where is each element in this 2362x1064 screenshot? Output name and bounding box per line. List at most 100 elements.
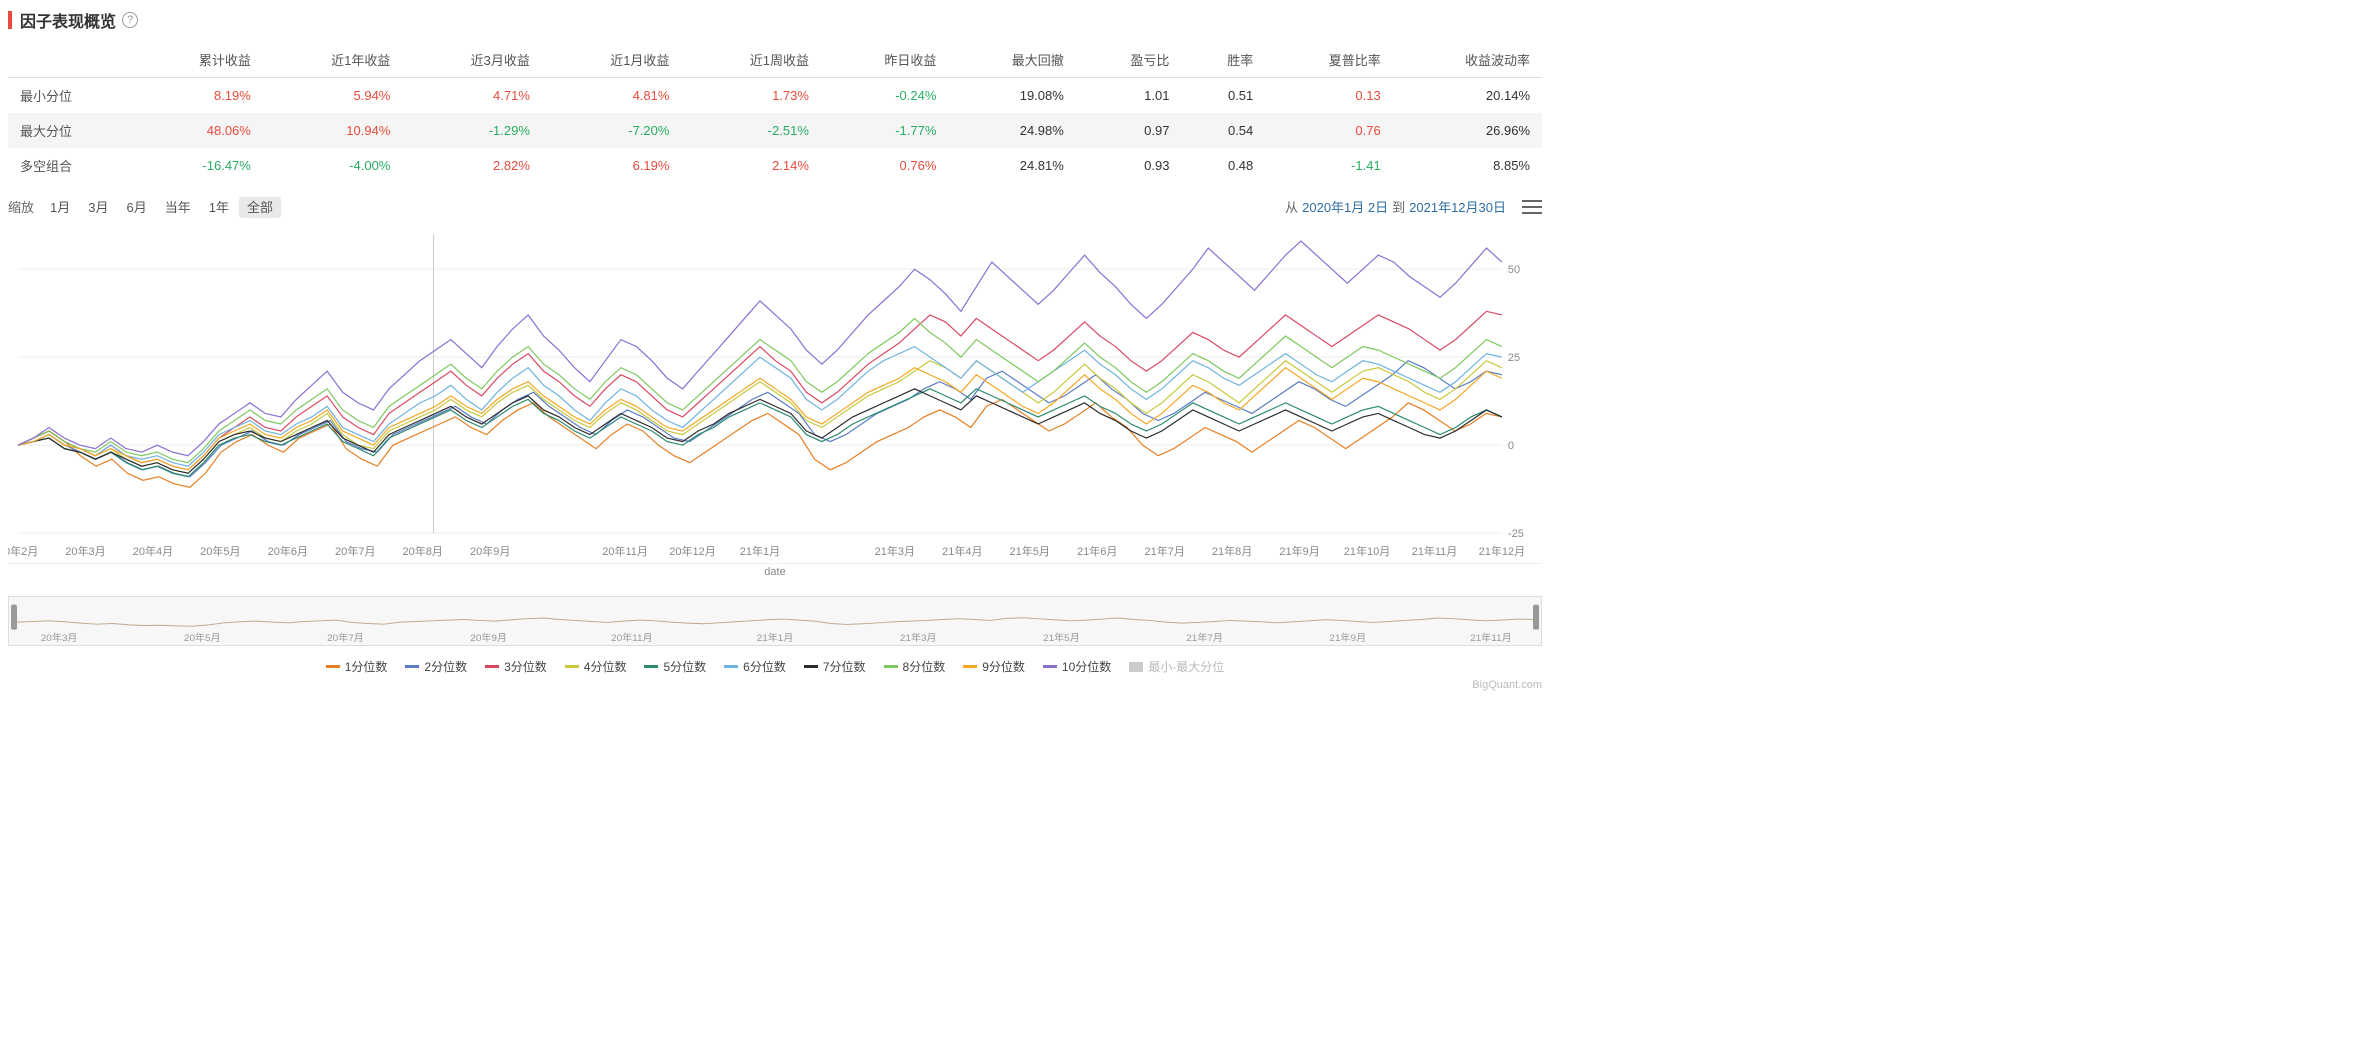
legend-label: 8分位数 [903, 658, 946, 675]
legend-swatch [405, 665, 419, 668]
svg-text:21年5月: 21年5月 [1043, 631, 1080, 644]
svg-text:20年6月: 20年6月 [268, 544, 308, 558]
zoom-button[interactable]: 当年 [157, 197, 199, 218]
legend-label: 10分位数 [1062, 658, 1111, 675]
table-header: 最大回撤 [948, 42, 1075, 78]
table-cell: -1.29% [402, 113, 542, 148]
chart-legend: 1分位数 2分位数 3分位数 4分位数 5分位数 6分位数 7分位数 8分位数 9分位数 10分位… [8, 658, 1542, 675]
svg-text:21年7月: 21年7月 [1186, 631, 1223, 644]
table-header: 胜率 [1181, 42, 1265, 78]
legend-item-disabled[interactable]: 最小-最大分位 [1129, 658, 1224, 675]
svg-text:21年1月: 21年1月 [757, 631, 794, 644]
table-cell: 0.76% [821, 148, 948, 183]
table-cell: 4.81% [542, 78, 682, 114]
table-cell: 2.82% [402, 148, 542, 183]
table-header: 累计收益 [135, 42, 262, 78]
table-cell: 6.19% [542, 148, 682, 183]
legend-label: 2分位数 [424, 658, 467, 675]
legend-item[interactable]: 10分位数 [1043, 658, 1111, 675]
table-cell: 5.94% [263, 78, 403, 114]
svg-text:21年1月: 21年1月 [740, 544, 780, 558]
legend-label: 3分位数 [504, 658, 547, 675]
svg-text:21年9月: 21年9月 [1329, 631, 1366, 644]
svg-text:20年2月: 20年2月 [8, 544, 38, 558]
row-label: 最大分位 [8, 113, 135, 148]
range-to-date[interactable]: 2021年12月30日 [1409, 197, 1506, 216]
svg-text:21年6月: 21年6月 [1077, 544, 1117, 558]
table-cell: -7.20% [542, 113, 682, 148]
legend-item[interactable]: 1分位数 [326, 658, 388, 675]
help-icon[interactable]: ? [122, 12, 138, 28]
table-header: 近3月收益 [402, 42, 542, 78]
legend-item[interactable]: 9分位数 [963, 658, 1025, 675]
main-chart[interactable]: -250255020年2月20年3月20年4月20年5月20年6月20年7月20… [8, 224, 1542, 564]
table-row: 多空组合-16.47%-4.00%2.82%6.19%2.14%0.76%24.… [8, 148, 1542, 183]
table-cell: 0.76 [1265, 113, 1392, 148]
svg-text:21年10月: 21年10月 [1344, 544, 1391, 558]
table-header: 近1周收益 [681, 42, 821, 78]
table-cell: 26.96% [1393, 113, 1542, 148]
table-cell: 1.01 [1076, 78, 1182, 114]
svg-text:21年8月: 21年8月 [1212, 544, 1252, 558]
table-cell: -4.00% [263, 148, 403, 183]
zoom-button[interactable]: 3月 [80, 197, 116, 218]
zoom-toolbar: 缩放 1月3月6月当年1年全部 从 2020年1月 2日 到 2021年12月3… [8, 197, 1542, 216]
legend-swatch [724, 665, 738, 668]
table-cell: -16.47% [135, 148, 262, 183]
svg-text:20年9月: 20年9月 [470, 544, 510, 558]
zoom-button[interactable]: 1年 [201, 197, 237, 218]
table-header: 昨日收益 [821, 42, 948, 78]
table-cell: 20.14% [1393, 78, 1542, 114]
svg-text:0: 0 [1508, 440, 1514, 452]
svg-text:20年5月: 20年5月 [200, 544, 240, 558]
svg-text:21年12月: 21年12月 [1479, 544, 1526, 558]
zoom-button[interactable]: 6月 [118, 197, 154, 218]
legend-label: 最小-最大分位 [1148, 658, 1224, 675]
legend-swatch [1129, 662, 1143, 672]
performance-table: 累计收益近1年收益近3月收益近1月收益近1周收益昨日收益最大回撤盈亏比胜率夏普比… [8, 42, 1542, 183]
table-cell: 19.08% [948, 78, 1075, 114]
legend-label: 1分位数 [345, 658, 388, 675]
svg-text:21年9月: 21年9月 [1279, 544, 1319, 558]
table-header: 夏普比率 [1265, 42, 1392, 78]
legend-item[interactable]: 7分位数 [804, 658, 866, 675]
chart-navigator[interactable]: 20年3月20年5月20年7月20年9月20年11月21年1月21年3月21年5… [8, 596, 1542, 646]
svg-text:20年11月: 20年11月 [611, 631, 653, 644]
table-header [8, 42, 135, 78]
table-row: 最大分位48.06%10.94%-1.29%-7.20%-2.51%-1.77%… [8, 113, 1542, 148]
table-cell: 0.51 [1181, 78, 1265, 114]
legend-item[interactable]: 6分位数 [724, 658, 786, 675]
svg-text:25: 25 [1508, 352, 1520, 364]
zoom-button[interactable]: 全部 [239, 197, 281, 218]
table-cell: 48.06% [135, 113, 262, 148]
svg-text:20年11月: 20年11月 [602, 544, 648, 558]
legend-item[interactable]: 8分位数 [884, 658, 946, 675]
svg-text:-25: -25 [1508, 528, 1524, 540]
table-header: 盈亏比 [1076, 42, 1182, 78]
table-cell: -1.77% [821, 113, 948, 148]
svg-text:20年3月: 20年3月 [65, 544, 105, 558]
range-from-date[interactable]: 2020年1月 2日 [1302, 197, 1388, 216]
hamburger-menu-icon[interactable] [1522, 200, 1542, 214]
table-cell: 8.19% [135, 78, 262, 114]
zoom-label: 缩放 [8, 197, 34, 216]
legend-item[interactable]: 3分位数 [485, 658, 547, 675]
table-cell: -0.24% [821, 78, 948, 114]
legend-swatch [644, 665, 658, 668]
table-cell: 0.48 [1181, 148, 1265, 183]
range-to-label: 到 [1392, 197, 1405, 216]
table-cell: 24.81% [948, 148, 1075, 183]
legend-item[interactable]: 5分位数 [644, 658, 706, 675]
legend-item[interactable]: 2分位数 [405, 658, 467, 675]
svg-text:20年3月: 20年3月 [41, 631, 78, 644]
svg-text:20年7月: 20年7月 [335, 544, 375, 558]
svg-text:21年4月: 21年4月 [942, 544, 982, 558]
svg-text:21年3月: 21年3月 [900, 631, 937, 644]
table-row: 最小分位8.19%5.94%4.71%4.81%1.73%-0.24%19.08… [8, 78, 1542, 114]
table-header: 近1月收益 [542, 42, 682, 78]
zoom-button[interactable]: 1月 [42, 197, 78, 218]
svg-text:21年3月: 21年3月 [875, 544, 915, 558]
legend-label: 6分位数 [743, 658, 786, 675]
legend-item[interactable]: 4分位数 [565, 658, 627, 675]
legend-swatch [485, 665, 499, 668]
